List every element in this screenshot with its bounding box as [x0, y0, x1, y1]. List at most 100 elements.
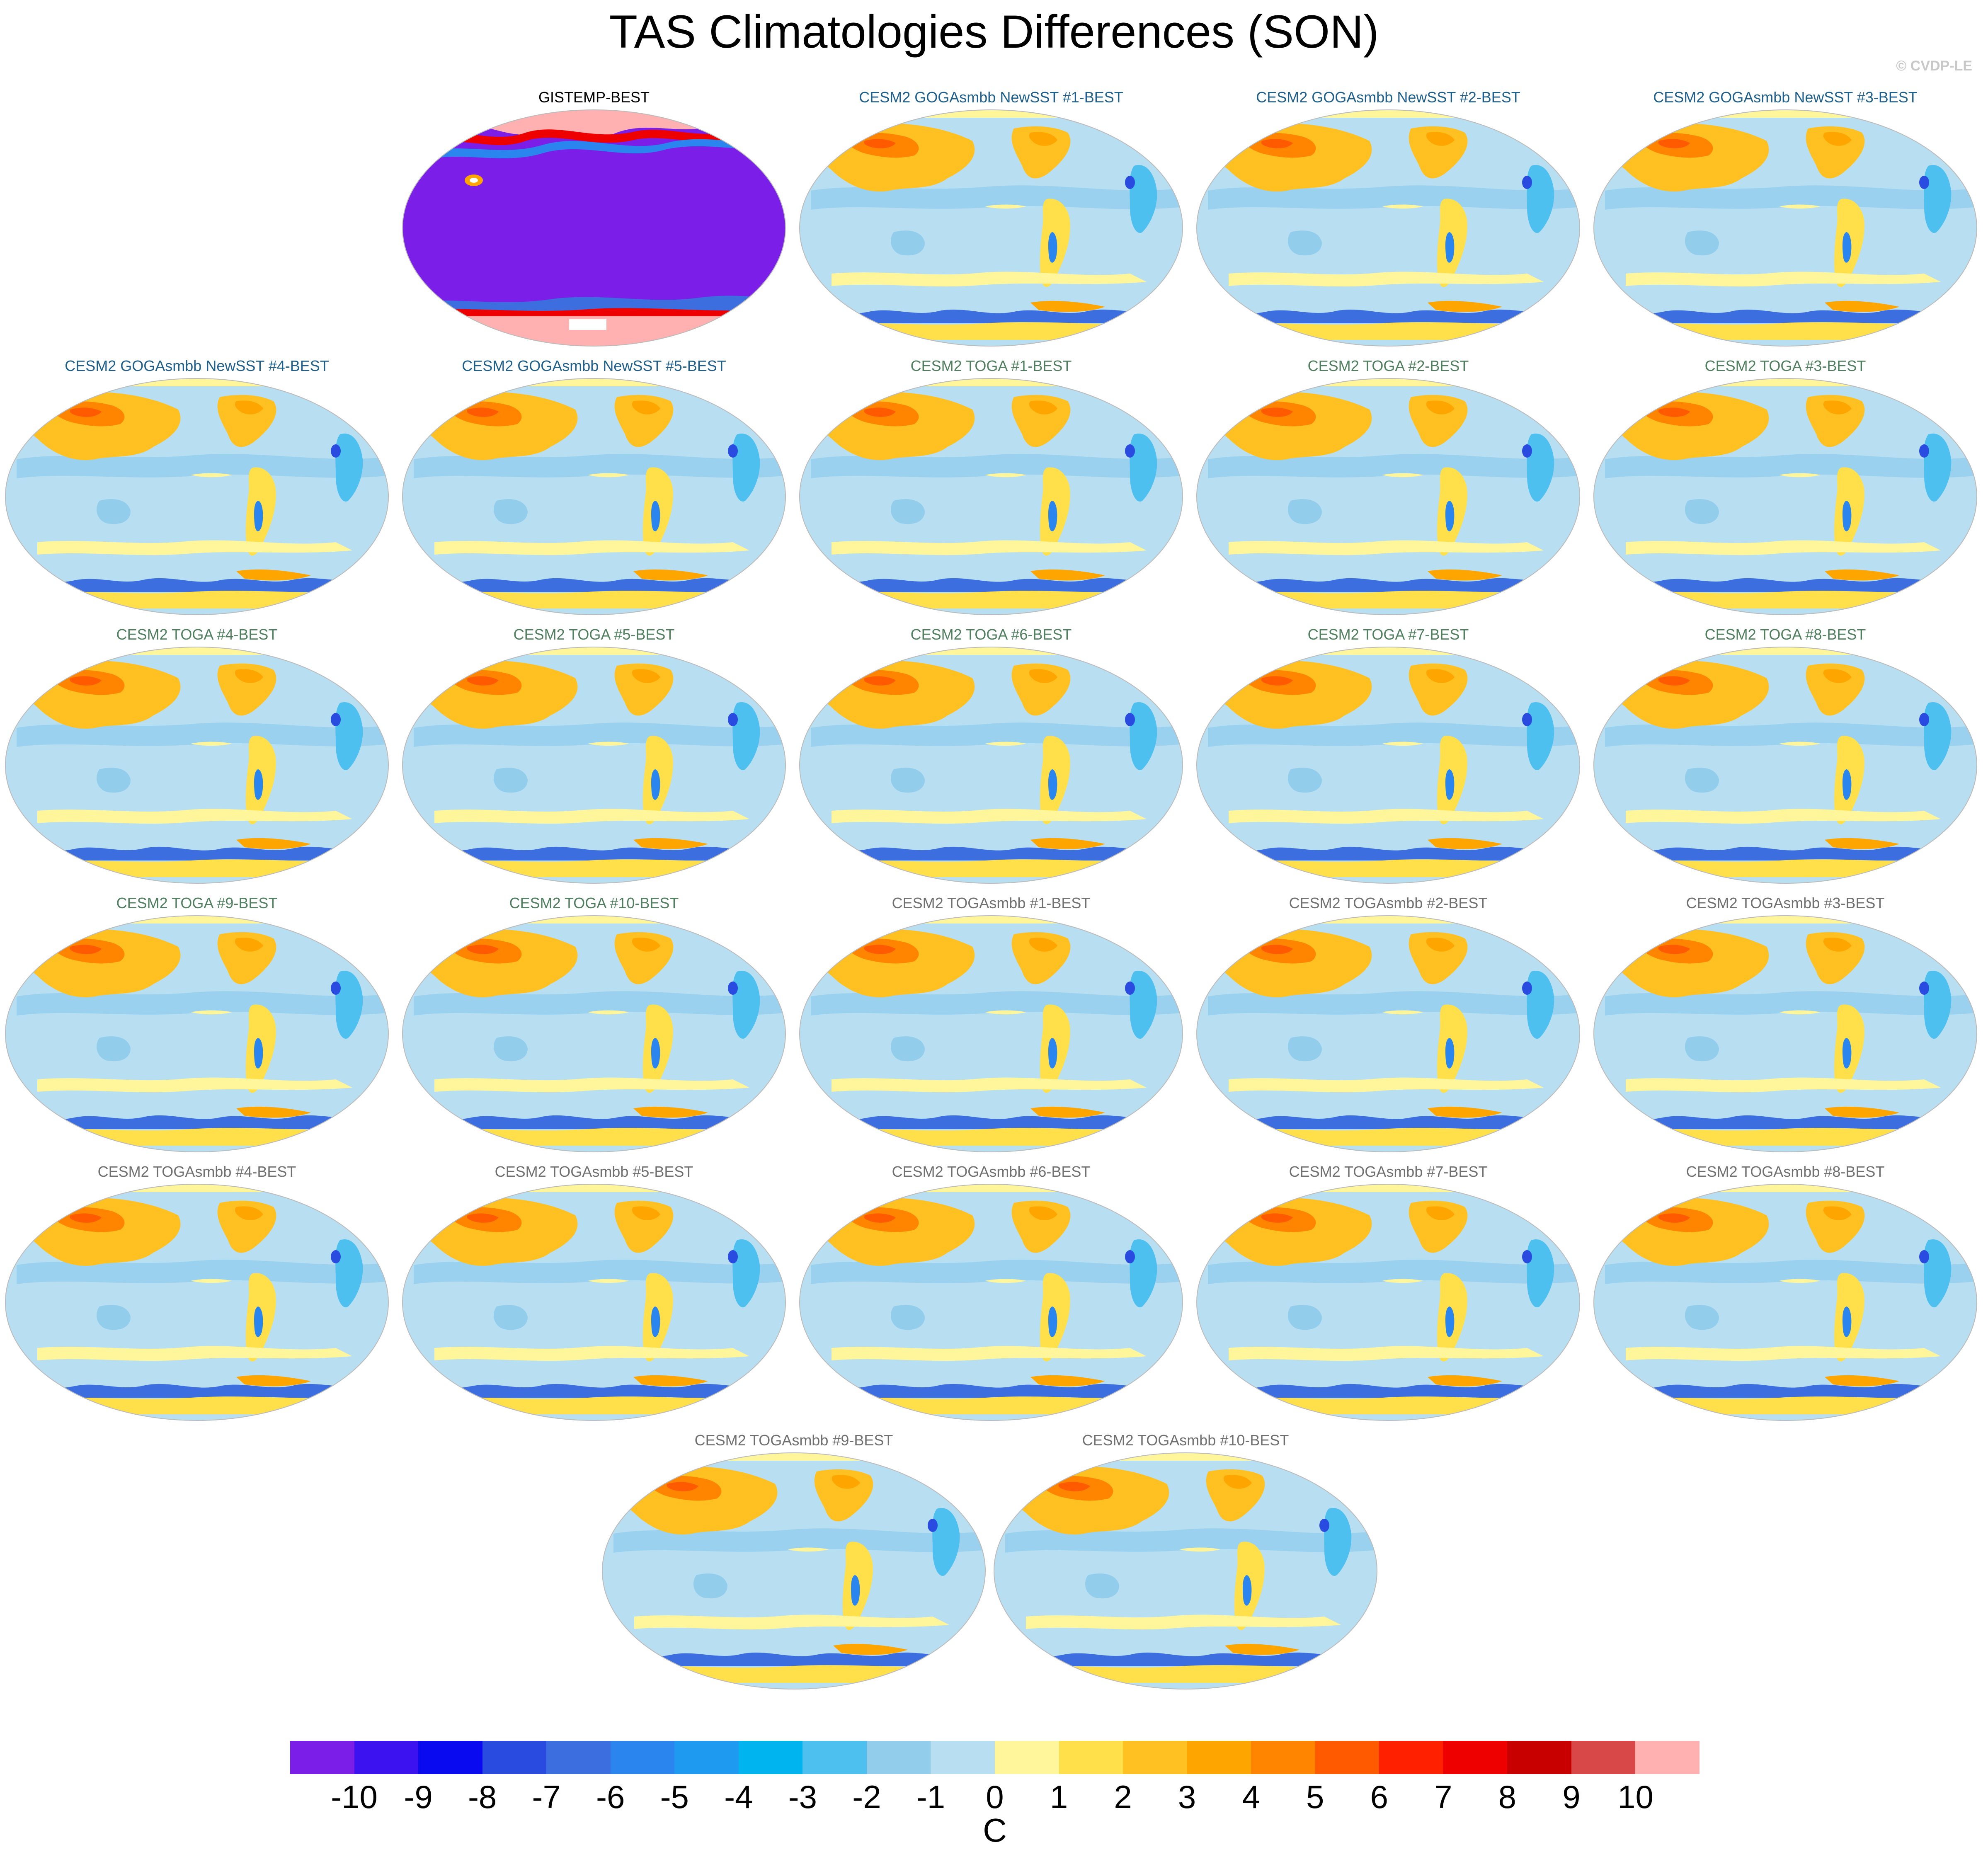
colorbar-swatch — [1059, 1741, 1123, 1774]
atlantic-cold-spot — [1522, 444, 1532, 458]
africa-anomaly — [1527, 434, 1554, 502]
colorbar-tick-label: 7 — [1434, 1779, 1452, 1815]
anomaly-map — [402, 1184, 786, 1421]
map-panel: CESM2 TOGAsmbb #4-BEST — [0, 1161, 394, 1431]
tropical-band — [811, 1260, 1180, 1284]
map-outline — [402, 378, 786, 615]
north-america-core — [632, 1206, 660, 1220]
arctic-band — [1594, 916, 1977, 924]
arctic-band — [1197, 1184, 1580, 1192]
panel-title: CESM2 TOGAsmbb #5-BEST — [495, 1163, 693, 1180]
southern-ocean-band — [832, 540, 1147, 555]
antarctic-coast-band — [1197, 1128, 1580, 1146]
australia-anomaly — [693, 1573, 727, 1599]
colorbar-tick-label: -9 — [404, 1779, 433, 1815]
credit-text: © CVDP-LE — [1896, 58, 1972, 74]
map-panel: GISTEMP-BEST — [397, 87, 791, 356]
antarctic-coast-band — [1594, 859, 1977, 877]
equatorial-patch — [1382, 204, 1423, 209]
antarctic-coast-band — [1197, 591, 1580, 608]
map-outline — [1593, 109, 1977, 347]
panel-title: CESM2 GOGAsmbb NewSST #5-BEST — [462, 357, 726, 374]
siberia-core — [1658, 139, 1690, 148]
panel-title: CESM2 TOGA #3-BEST — [1704, 357, 1866, 374]
panel-title: CESM2 TOGA #6-BEST — [910, 626, 1072, 643]
australia-anomaly — [1685, 768, 1719, 793]
arctic-band — [402, 916, 786, 924]
arctic-band — [1594, 110, 1977, 118]
australia-anomaly — [96, 768, 131, 793]
map-panel: CESM2 GOGAsmbb NewSST #3-BEST — [1588, 87, 1982, 356]
anomaly-map — [1196, 378, 1580, 615]
antarctic-warm-patch — [1030, 301, 1105, 312]
tropical-band — [1605, 722, 1974, 747]
arctic-band — [800, 916, 1183, 924]
antarctic-cold-band — [1594, 1115, 1977, 1129]
arctic-band — [800, 110, 1183, 118]
siberia-core — [70, 676, 102, 686]
antarctic-cold-band — [1594, 846, 1977, 860]
anomaly-map — [402, 109, 786, 347]
map-panel: CESM2 GOGAsmbb NewSST #4-BEST — [0, 356, 394, 625]
north-america-core — [1029, 132, 1057, 146]
colorbar-swatch — [738, 1741, 803, 1774]
anomaly-map — [1196, 647, 1580, 884]
colorbar-tick-label: 8 — [1498, 1779, 1517, 1815]
atlantic-cold-spot — [1125, 1250, 1135, 1263]
equatorial-patch — [788, 1547, 829, 1552]
map-outline — [402, 109, 786, 347]
southern-ocean-band — [1626, 1077, 1941, 1093]
andes-anomaly — [1048, 1306, 1057, 1337]
antarctic-coast-band — [5, 859, 388, 877]
atlantic-cold-spot — [1522, 1250, 1532, 1263]
equatorial-patch — [1382, 473, 1423, 478]
africa-anomaly — [1130, 165, 1157, 233]
andes-anomaly — [651, 1306, 660, 1337]
andes-anomaly — [1842, 1038, 1852, 1069]
north-america-core — [1426, 1206, 1455, 1220]
anomaly-map — [1593, 378, 1977, 615]
southern-ocean-band — [1026, 1614, 1341, 1630]
anomaly-map — [994, 1452, 1377, 1689]
antarctic-coast-band — [800, 1396, 1183, 1414]
antarctic-cold-band — [1197, 309, 1580, 323]
equatorial-patch — [588, 742, 629, 746]
antarctic-cold-band — [402, 578, 786, 592]
map-outline — [5, 915, 389, 1152]
antarctic-coast-band — [994, 1665, 1377, 1683]
atlantic-cold-spot — [928, 1519, 938, 1532]
panel-title: CESM2 TOGA #10-BEST — [509, 894, 679, 911]
antarctic-cold-band — [1594, 578, 1977, 592]
map-panel: CESM2 TOGA #4-BEST — [0, 624, 394, 894]
colorbar-tick-label: -3 — [788, 1779, 817, 1815]
map-panel: CESM2 TOGAsmbb #7-BEST — [1191, 1161, 1585, 1431]
africa-anomaly — [335, 434, 363, 502]
map-panel: CESM2 TOGA #6-BEST — [794, 624, 1188, 894]
map-outline — [402, 915, 786, 1152]
colorbar-swatch — [610, 1741, 675, 1774]
north-cold-edge — [418, 139, 774, 162]
anomaly-map — [1593, 915, 1977, 1152]
map-outline — [1593, 1184, 1977, 1421]
antarctic-coast-band — [800, 1128, 1183, 1146]
colorbar-tick-label: 3 — [1178, 1779, 1196, 1815]
andes-anomaly — [651, 769, 660, 800]
equatorial-patch — [1779, 204, 1821, 209]
siberia-core — [1261, 407, 1293, 417]
panel-title: CESM2 TOGA #8-BEST — [1704, 626, 1866, 643]
map-outline — [799, 109, 1183, 347]
atlantic-cold-spot — [1919, 982, 1929, 995]
north-america-core — [1823, 669, 1852, 683]
atlantic-cold-spot — [331, 1250, 341, 1263]
map-outline — [799, 647, 1183, 884]
southern-ocean-band — [434, 1077, 749, 1093]
panel-title: CESM2 TOGA #2-BEST — [1307, 357, 1469, 374]
southern-ocean-band — [37, 1077, 352, 1093]
antarctic-coast-band — [1197, 322, 1580, 340]
antarctic-coast-band — [402, 1396, 786, 1414]
colorbar-swatch — [1635, 1741, 1700, 1774]
panel-title: CESM2 GOGAsmbb NewSST #1-BEST — [859, 89, 1123, 106]
siberia-core — [864, 407, 896, 417]
siberia-core — [1261, 139, 1293, 148]
colorbar-swatch — [995, 1741, 1059, 1774]
